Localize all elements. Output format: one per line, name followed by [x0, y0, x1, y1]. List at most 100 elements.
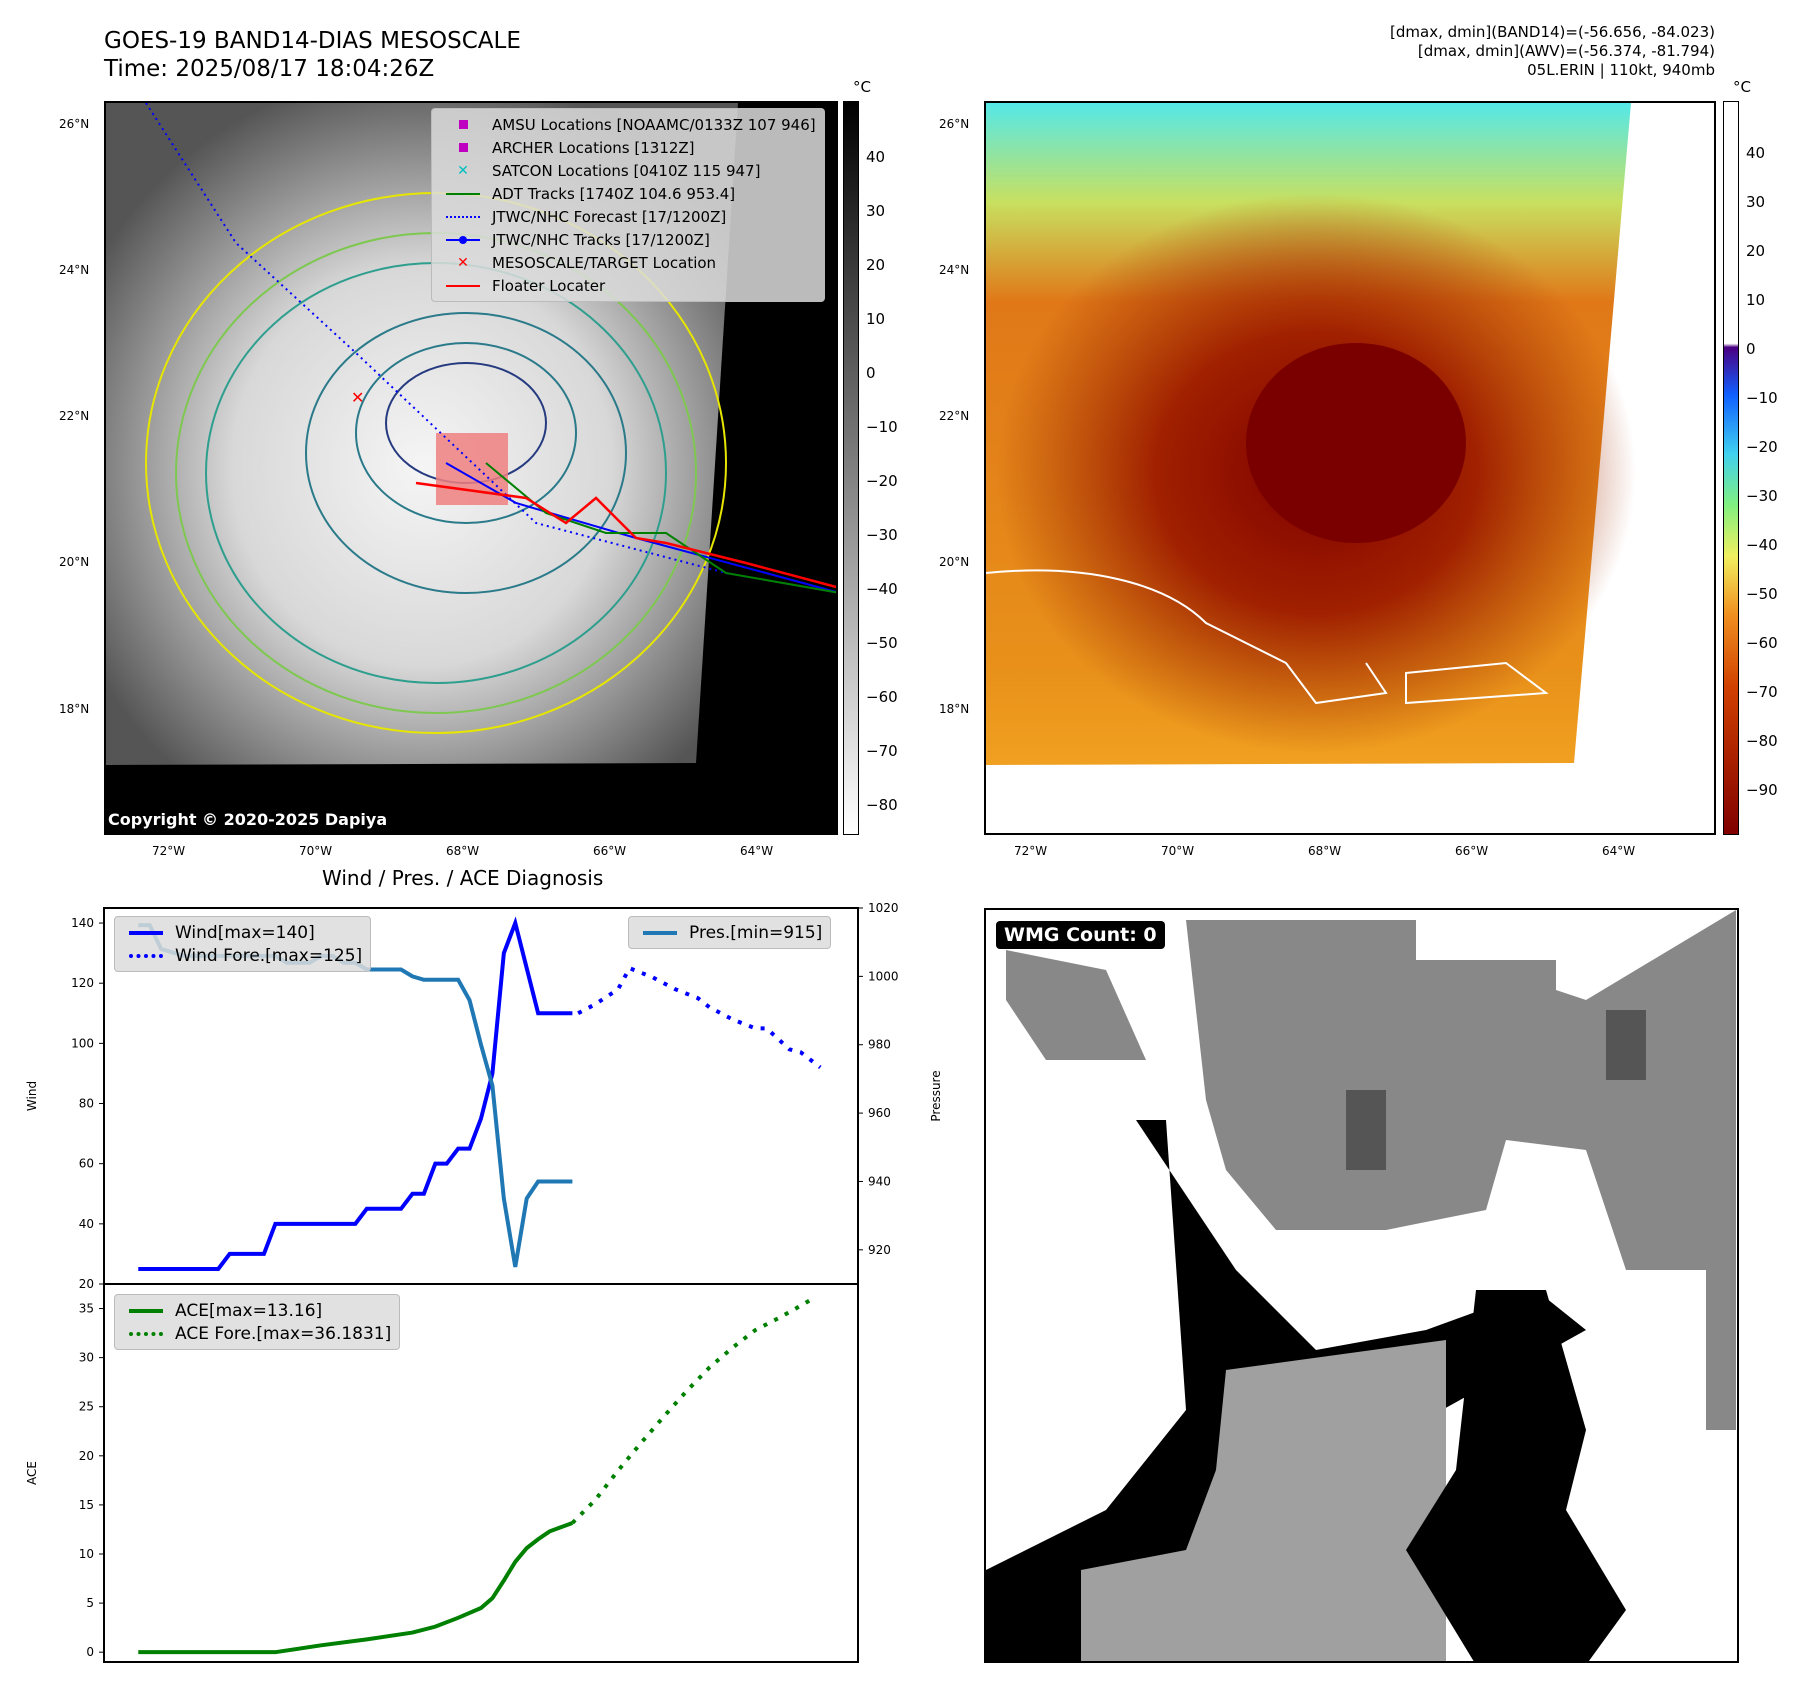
- y2-tick-label: 940: [868, 1174, 891, 1188]
- lon-tick-label: 64°W: [1602, 844, 1636, 858]
- legend-label: AMSU Locations [NOAAMC/0133Z 107 946]: [492, 115, 816, 134]
- legend-item: Wind[max=140]: [123, 921, 362, 944]
- y-tick-label: 60: [79, 1157, 94, 1171]
- series-line-pres-: [138, 923, 573, 1268]
- colorbar-tick: −20: [866, 472, 898, 490]
- legend-label: ARCHER Locations [1312Z]: [492, 138, 695, 157]
- legend-label: JTWC/NHC Forecast [17/1200Z]: [492, 207, 727, 226]
- y-tick-label: 5: [86, 1596, 94, 1610]
- stats-info: [dmax, dmin](BAND14)=(-56.656, -84.023) …: [1215, 23, 1715, 80]
- colorbar-tick: −10: [866, 418, 898, 436]
- legend-label: ACE Fore.[max=36.1831]: [175, 1323, 392, 1344]
- storm-info: 05L.ERIN | 110kt, 940mb: [1527, 61, 1715, 79]
- y-tick-label: 20: [79, 1277, 94, 1291]
- legend-label: Wind Fore.[max=125]: [175, 945, 363, 966]
- line-dot-icon: [440, 235, 486, 244]
- chart-frame: [103, 1283, 859, 1663]
- lon-tick-label: 70°W: [1161, 844, 1195, 858]
- square-marker-icon: [440, 120, 486, 129]
- y-tick-label: 0: [86, 1645, 94, 1659]
- x-marker-icon: ✕: [457, 254, 469, 271]
- y-tick-label: 120: [71, 976, 94, 990]
- solid-line-icon: [440, 192, 486, 195]
- y-tick-label: 100: [71, 1036, 94, 1050]
- colorbar-unit-left: °C: [853, 78, 871, 96]
- y2-tick-label: 960: [868, 1106, 891, 1120]
- colorbar-tick: 20: [866, 256, 886, 274]
- y-tick-label: 140: [71, 916, 94, 930]
- legend-label: ACE[max=13.16]: [175, 1300, 323, 1321]
- lon-tick-label: 72°W: [1014, 844, 1048, 858]
- colorbar-tick: −10: [1746, 389, 1778, 407]
- wmg-count-badge: WMG Count: 0: [996, 921, 1165, 949]
- legend-label: SATCON Locations [0410Z 115 947]: [492, 161, 761, 180]
- legend-item: Pres.[min=915]: [637, 921, 822, 944]
- figure-title: GOES-19 BAND14-DIAS MESOSCALE: [104, 28, 521, 54]
- colorbar-tick: −70: [1746, 683, 1778, 701]
- colorbar-tick: −50: [1746, 585, 1778, 603]
- legend-item: Wind Fore.[max=125]: [123, 944, 362, 967]
- y-tick-label: 80: [79, 1097, 94, 1111]
- awv-stats: [dmax, dmin](AWV)=(-56.374, -81.794): [1417, 42, 1715, 60]
- lat-tick-label: 22°N: [939, 409, 970, 423]
- colorbar-tick: −60: [866, 688, 898, 706]
- pressure-legend: Pres.[min=915]: [628, 916, 832, 949]
- wind-legend: Wind[max=140] Wind Fore.[max=125]: [114, 916, 372, 972]
- colorbar-tick: −90: [1746, 781, 1778, 799]
- lat-tick-label: 26°N: [59, 117, 90, 131]
- legend-item: ACE[max=13.16]: [123, 1299, 391, 1322]
- series-line-wind: [138, 916, 573, 1271]
- colorbar-tick: 0: [1746, 340, 1756, 358]
- colorbar-tick: −30: [866, 526, 898, 544]
- colorbar-tick: −30: [1746, 487, 1778, 505]
- colorbar-tick: 20: [1746, 242, 1766, 260]
- series-line-wind-fore-: [577, 965, 822, 1070]
- y-axis-label: Wind: [25, 1081, 39, 1111]
- legend-item: JTWC/NHC Tracks [17/1200Z]: [440, 228, 816, 251]
- colorbar-grayscale: [843, 101, 859, 835]
- colorbar-tick: 30: [1746, 193, 1766, 211]
- dotted-line-icon: [123, 1331, 169, 1336]
- lat-tick-label: 20°N: [939, 555, 970, 569]
- lat-tick-label: 26°N: [939, 117, 970, 131]
- colorbar-tick: −80: [866, 796, 898, 814]
- wmg-panel[interactable]: [984, 908, 1739, 1663]
- y2-tick-label: 920: [868, 1243, 891, 1257]
- lat-tick-label: 18°N: [939, 702, 970, 716]
- legend-item: ARCHER Locations [1312Z]: [440, 136, 816, 159]
- colorbar-tick: 10: [1746, 291, 1766, 309]
- dotted-line-icon: [123, 953, 169, 958]
- y2-axis-label: Pressure: [929, 1070, 943, 1121]
- colorbar-tick: 40: [1746, 144, 1766, 162]
- colorbar-unit-right: °C: [1733, 78, 1751, 96]
- solid-line-icon: [123, 1308, 169, 1313]
- solid-line-icon: [440, 284, 486, 287]
- lat-tick-label: 22°N: [59, 409, 90, 423]
- series-line-ace-fore-: [570, 1295, 817, 1525]
- map-legend: AMSU Locations [NOAAMC/0133Z 107 946] ARC…: [431, 108, 825, 302]
- colorbar-tick: 40: [866, 148, 886, 166]
- svg-text:✕: ✕: [351, 388, 364, 407]
- figure-time: Time: 2025/08/17 18:04:26Z: [104, 56, 435, 82]
- legend-item: AMSU Locations [NOAAMC/0133Z 107 946]: [440, 113, 816, 136]
- colorbar-tick: −80: [1746, 732, 1778, 750]
- y2-tick-label: 1020: [868, 901, 899, 915]
- diagnosis-title: Wind / Pres. / ACE Diagnosis: [322, 866, 604, 890]
- y2-tick-label: 1000: [868, 969, 899, 983]
- color-map-image: [986, 103, 1636, 765]
- colorbar-enhanced: [1723, 101, 1739, 835]
- y-axis-label: ACE: [25, 1461, 39, 1485]
- lat-tick-label: 20°N: [59, 555, 90, 569]
- series-line-ace: [138, 1521, 574, 1655]
- y-tick-label: 25: [79, 1400, 94, 1414]
- lon-tick-label: 68°W: [1308, 844, 1342, 858]
- y-tick-label: 20: [79, 1449, 94, 1463]
- lon-tick-label: 66°W: [593, 844, 627, 858]
- color-map-panel[interactable]: [984, 101, 1716, 835]
- legend-item: ✕ MESOSCALE/TARGET Location: [440, 251, 816, 274]
- lon-tick-label: 70°W: [299, 844, 333, 858]
- legend-item: ✕ SATCON Locations [0410Z 115 947]: [440, 159, 816, 182]
- lat-tick-label: 18°N: [59, 702, 90, 716]
- colorbar-tick: −40: [866, 580, 898, 598]
- colorbar-tick: 10: [866, 310, 886, 328]
